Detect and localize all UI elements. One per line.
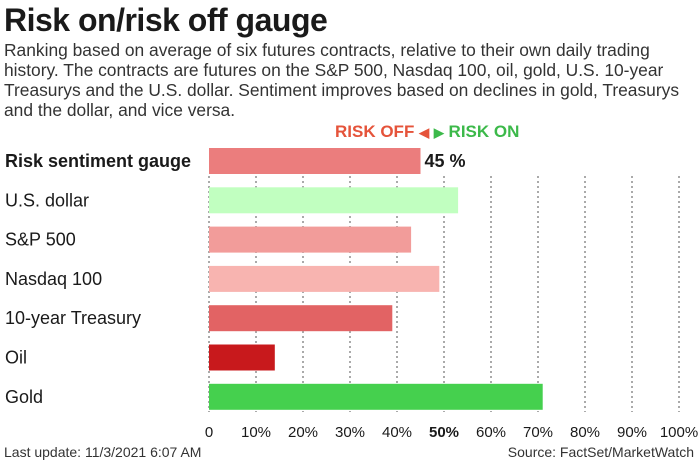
tick-label: 90% bbox=[617, 424, 647, 441]
bar bbox=[209, 187, 459, 214]
tick-label: 0 bbox=[205, 424, 213, 441]
tick-label: 100% bbox=[660, 424, 698, 441]
tick-label: 30% bbox=[335, 424, 365, 441]
category-label: Nasdaq 100 bbox=[5, 269, 102, 289]
risk-off-label: RISK OFF bbox=[335, 122, 415, 141]
bar bbox=[209, 265, 440, 292]
category-label: U.S. dollar bbox=[5, 190, 89, 210]
tick-label: 60% bbox=[476, 424, 506, 441]
bar bbox=[209, 226, 412, 253]
category-label: Oil bbox=[5, 348, 27, 368]
bar bbox=[209, 383, 543, 410]
tick-label: 10% bbox=[241, 424, 271, 441]
tick-label: 50% bbox=[429, 424, 459, 441]
source-note: Source: FactSet/MarketWatch bbox=[507, 444, 694, 460]
last-update: Last update: 11/3/2021 6:07 AM bbox=[4, 444, 202, 460]
bar bbox=[209, 148, 421, 174]
risk-legend: RISK OFF ◀ ▶ RISK ON bbox=[335, 122, 519, 142]
data-label: 45 % bbox=[425, 151, 466, 171]
category-label: 10-year Treasury bbox=[5, 308, 141, 328]
tick-label: 20% bbox=[288, 424, 318, 441]
tick-label: 70% bbox=[523, 424, 553, 441]
bar bbox=[209, 305, 393, 332]
tick-label: 80% bbox=[570, 424, 600, 441]
arrow-right-icon: ▶ bbox=[433, 125, 444, 140]
risk-on-label: RISK ON bbox=[448, 122, 520, 141]
arrow-left-icon: ◀ bbox=[419, 125, 430, 140]
tick-label: 40% bbox=[382, 424, 412, 441]
bar bbox=[209, 344, 275, 371]
chart-subtitle: Ranking based on average of six futures … bbox=[4, 40, 680, 120]
category-label: Gold bbox=[5, 387, 43, 407]
category-label: Risk sentiment gauge bbox=[5, 151, 191, 171]
chart-title: Risk on/risk off gauge bbox=[4, 2, 328, 38]
category-label: S&P 500 bbox=[5, 230, 76, 250]
